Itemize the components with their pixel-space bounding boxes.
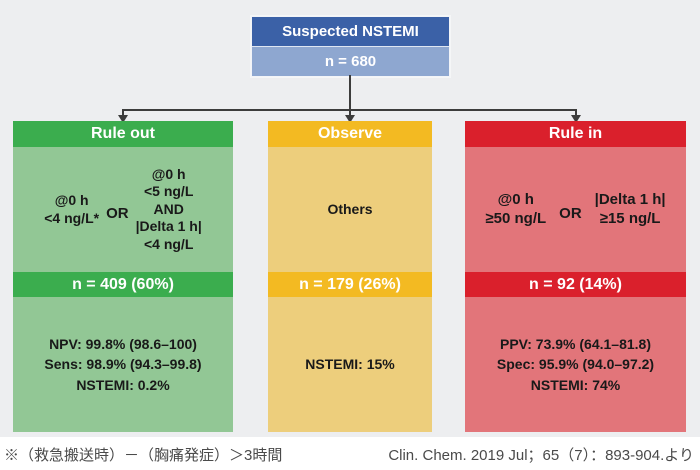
rule-out-criteria-left: @0 h <4 ng/L* [44, 192, 100, 226]
rule-in-header: Rule in [465, 121, 686, 147]
rule-out-column: Rule out @0 h <4 ng/L* OR @0 h <5 ng/L A… [13, 121, 233, 432]
stat-line: NSTEMI: 0.2% [76, 376, 170, 393]
stat-line: PPV: 73.9% (64.1–81.8) [500, 336, 651, 353]
observe-stats: NSTEMI: 15% [268, 297, 432, 432]
stat-line: Sens: 98.9% (94.3–99.8) [44, 356, 202, 373]
stat-line: NPV: 99.8% (98.6–100) [49, 336, 197, 353]
stat-line: Spec: 95.9% (94.0–97.2) [496, 356, 655, 373]
rule-in-criteria-left: @0 h ≥50 ng/L [485, 190, 547, 227]
or-label: OR [106, 205, 129, 223]
suspected-nstemi-count: n = 680 [252, 47, 449, 76]
suspected-nstemi-box: Suspected NSTEMI n = 680 [251, 16, 450, 77]
rule-out-criteria-right: @0 h <5 ng/L AND |Delta 1 h| <4 ng/L [135, 165, 202, 252]
observe-header: Observe [268, 121, 432, 147]
footnote-text: ※（救急搬送時）－（胸痛発症）＞3時間 [4, 447, 283, 464]
rule-out-stats: NPV: 99.8% (98.6–100) Sens: 98.9% (94.3–… [13, 297, 233, 432]
rule-out-header: Rule out [13, 121, 233, 147]
rule-in-criteria-right: |Delta 1 h| ≥15 ng/L [594, 190, 666, 227]
suspected-nstemi-title: Suspected NSTEMI [252, 17, 449, 47]
stat-line: NSTEMI: 15% [305, 356, 395, 373]
observe-column: Observe Others n = 179 (26%) NSTEMI: 15% [268, 121, 432, 432]
or-label: OR [559, 205, 582, 223]
rule-in-stats: PPV: 73.9% (64.1–81.8) Spec: 95.9% (94.0… [465, 297, 686, 432]
citation-text: Clin. Chem. 2019 Jul；65（7）：893-904.より [388, 447, 694, 464]
observe-count: n = 179 (26%) [268, 272, 432, 297]
rule-in-criteria: @0 h ≥50 ng/L OR |Delta 1 h| ≥15 ng/L [465, 147, 686, 272]
rule-in-count: n = 92 (14%) [465, 272, 686, 297]
rule-in-column: Rule in @0 h ≥50 ng/L OR |Delta 1 h| ≥15… [465, 121, 686, 432]
observe-criteria: Others [268, 147, 432, 272]
rule-out-criteria: @0 h <4 ng/L* OR @0 h <5 ng/L AND |Delta… [13, 147, 233, 272]
observe-criteria-center: Others [327, 200, 373, 217]
rule-out-count: n = 409 (60%) [13, 272, 233, 297]
connector-arrows [118, 75, 581, 123]
stat-line: NSTEMI: 74% [530, 376, 621, 393]
